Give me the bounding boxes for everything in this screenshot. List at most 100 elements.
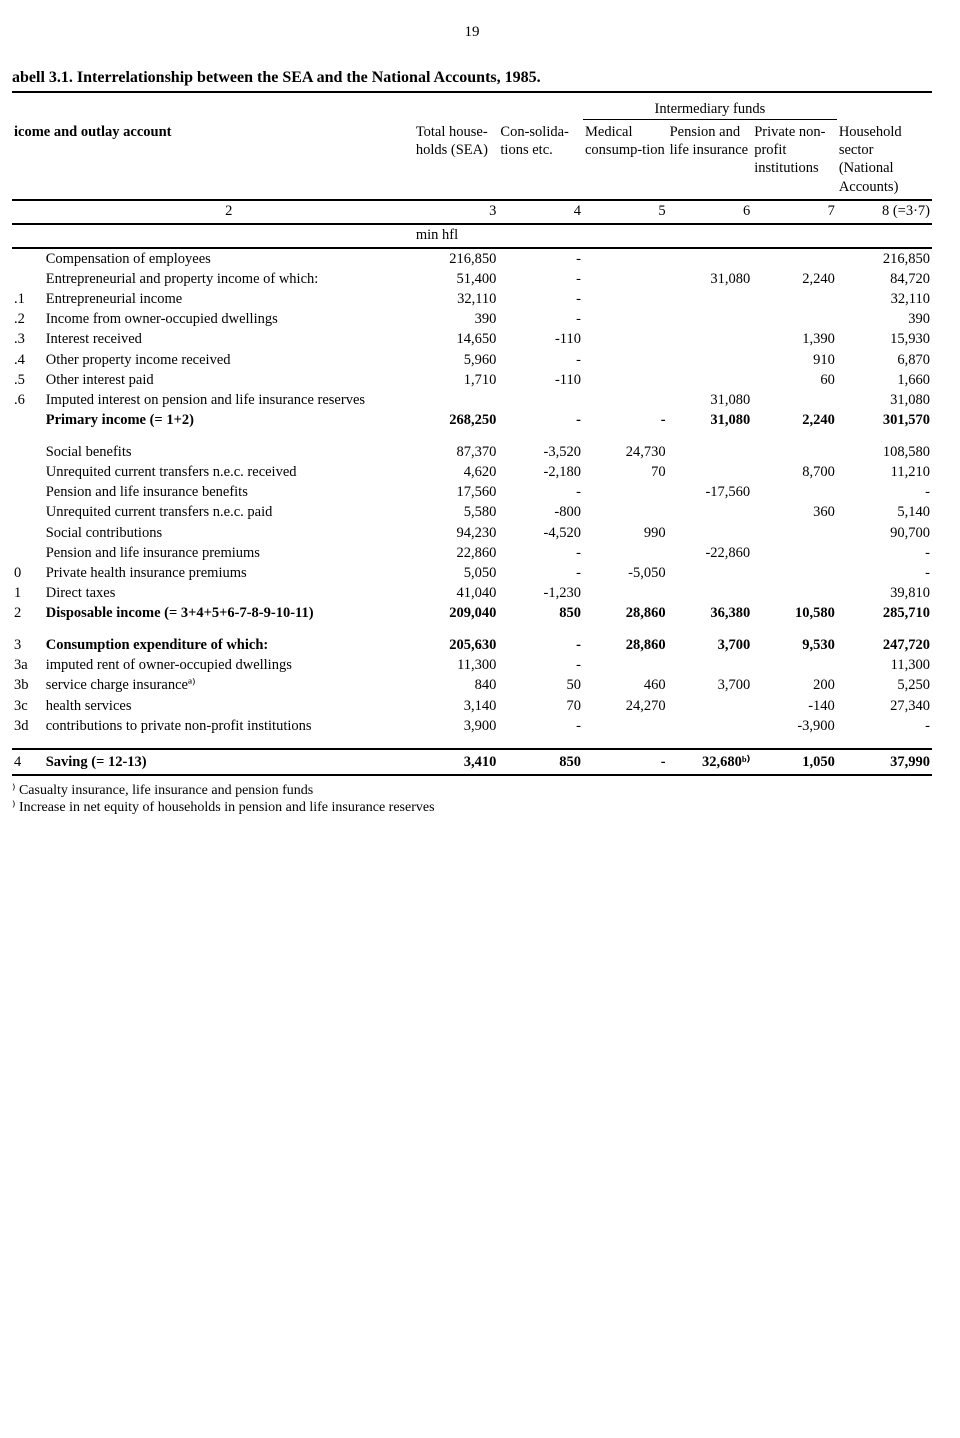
table-cell: 37,990 <box>837 752 932 772</box>
table-cell <box>583 309 668 329</box>
table-cell <box>583 543 668 563</box>
table-cell: -3,900 <box>752 716 837 736</box>
table-cell: 840 <box>414 675 499 695</box>
table-cell <box>752 390 837 410</box>
table-cell: -110 <box>498 329 583 349</box>
table-cell: 5,580 <box>414 502 499 522</box>
table-cell: 31,080 <box>668 410 753 430</box>
table-row: 1Direct taxes41,040-1,23039,810 <box>12 583 932 603</box>
row-id <box>12 523 44 543</box>
table-cell <box>583 390 668 410</box>
table-cell: 31,080 <box>668 390 753 410</box>
col-num: 8 (=3·7) <box>837 200 932 221</box>
col-num: 3 <box>414 200 499 221</box>
col-header: Pension and life insurance <box>668 122 753 197</box>
table-cell: 24,270 <box>583 696 668 716</box>
col-num: 4 <box>498 200 583 221</box>
table-cell <box>752 482 837 502</box>
row-label: Unrequited current transfers n.e.c. paid <box>44 502 414 522</box>
table-cell <box>752 543 837 563</box>
table-cell: 8,700 <box>752 462 837 482</box>
table-row: 3aimputed rent of owner-occupied dwellin… <box>12 655 932 675</box>
table-cell: -3,520 <box>498 442 583 462</box>
table-cell <box>668 370 753 390</box>
table-cell <box>752 289 837 309</box>
table-cell: 108,580 <box>837 442 932 462</box>
table-cell: 2,240 <box>752 269 837 289</box>
table-cell: 32,680ᵇ⁾ <box>668 752 753 772</box>
row-id: 1 <box>12 583 44 603</box>
row-id: 2 <box>12 603 44 623</box>
row-label: Pension and life insurance premiums <box>44 543 414 563</box>
table-cell: 51,400 <box>414 269 499 289</box>
col-header: Private non-profit institutions <box>752 122 837 197</box>
row-label: service charge insuranceª⁾ <box>44 675 414 695</box>
table-cell: - <box>837 543 932 563</box>
row-id <box>12 442 44 462</box>
table-cell: 850 <box>498 603 583 623</box>
table-cell: 6,870 <box>837 350 932 370</box>
row-label: Direct taxes <box>44 583 414 603</box>
table-cell: 94,230 <box>414 523 499 543</box>
row-label: Social benefits <box>44 442 414 462</box>
table-cell: 5,960 <box>414 350 499 370</box>
table-cell <box>414 390 499 410</box>
row-id <box>12 269 44 289</box>
table-row: Unrequited current transfers n.e.c. paid… <box>12 502 932 522</box>
table-row: 0Private health insurance premiums5,050-… <box>12 563 932 583</box>
table-title: abell 3.1. Interrelationship between the… <box>12 69 932 87</box>
table-cell: 3,410 <box>414 752 499 772</box>
table-cell: 84,720 <box>837 269 932 289</box>
row-id: .5 <box>12 370 44 390</box>
row-id <box>12 248 44 269</box>
footnote: ⁾ Increase in net equity of households i… <box>12 799 932 816</box>
table-cell: 87,370 <box>414 442 499 462</box>
table-cell: -800 <box>498 502 583 522</box>
table-cell: - <box>498 309 583 329</box>
table-cell: 1,710 <box>414 370 499 390</box>
table-cell <box>583 329 668 349</box>
table-cell: 200 <box>752 675 837 695</box>
table-cell: 390 <box>837 309 932 329</box>
row-id: .2 <box>12 309 44 329</box>
row-label: Saving (= 12-13) <box>44 752 414 772</box>
table-cell: 301,570 <box>837 410 932 430</box>
table-row: 3chealth services3,1407024,270-14027,340 <box>12 696 932 716</box>
table-row: .2Income from owner-occupied dwellings39… <box>12 309 932 329</box>
row-id: .4 <box>12 350 44 370</box>
table-cell <box>668 583 753 603</box>
row-id: .1 <box>12 289 44 309</box>
table-cell: 50 <box>498 675 583 695</box>
row-id: 3d <box>12 716 44 736</box>
table-cell: 24,730 <box>583 442 668 462</box>
table-cell: 11,300 <box>414 655 499 675</box>
table-cell <box>498 390 583 410</box>
table-cell: 360 <box>752 502 837 522</box>
row-id: 0 <box>12 563 44 583</box>
account-label: icome and outlay account <box>12 122 414 197</box>
table-cell <box>752 523 837 543</box>
col-header: Medical consump-tion <box>583 122 668 197</box>
table-cell <box>668 289 753 309</box>
table-cell: - <box>498 248 583 269</box>
table-cell <box>668 442 753 462</box>
table-cell <box>668 329 753 349</box>
table-cell: -17,560 <box>668 482 753 502</box>
table-cell <box>583 289 668 309</box>
table-cell <box>668 462 753 482</box>
table-row: Social contributions94,230-4,52099090,70… <box>12 523 932 543</box>
table-row: .5Other interest paid1,710-110601,660 <box>12 370 932 390</box>
table-row: Unrequited current transfers n.e.c. rece… <box>12 462 932 482</box>
row-id: .3 <box>12 329 44 349</box>
table-cell: -140 <box>752 696 837 716</box>
table-cell: - <box>498 289 583 309</box>
table-cell <box>668 309 753 329</box>
table-cell <box>752 563 837 583</box>
table-row: .4Other property income received5,960-91… <box>12 350 932 370</box>
table-cell: 28,860 <box>583 635 668 655</box>
table-row: Entrepreneurial and property income of w… <box>12 269 932 289</box>
row-id: 4 <box>12 752 44 772</box>
row-id <box>12 462 44 482</box>
row-label: Other property income received <box>44 350 414 370</box>
table-cell: 22,860 <box>414 543 499 563</box>
